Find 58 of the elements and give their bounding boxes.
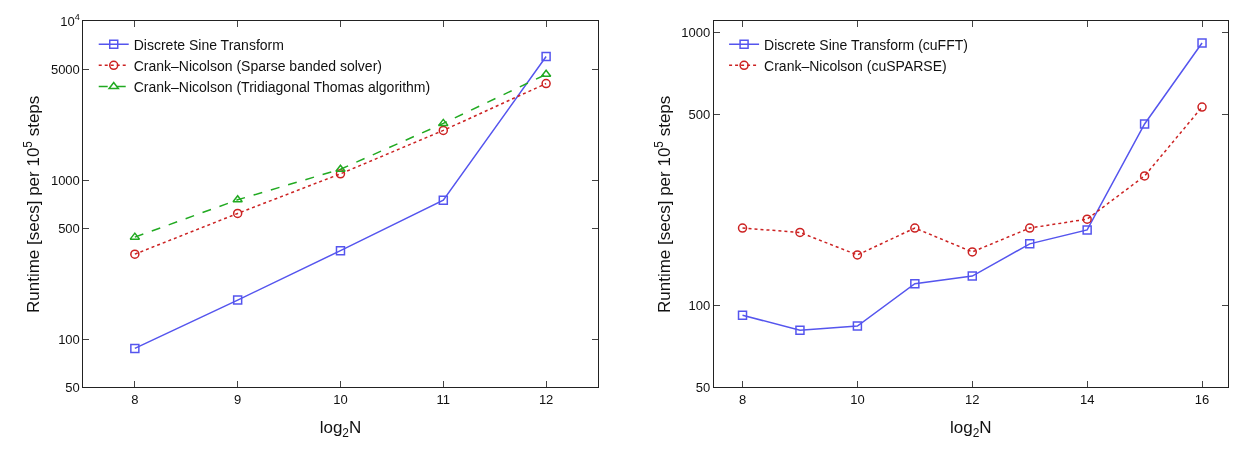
legend-label: Crank–Nicolson (Tridiagonal Thomas algorithm) [133,79,431,95]
y-tick-label: 500 [688,107,711,123]
point [232,295,243,305]
y-tick-label: 1000 [681,25,711,41]
point [335,164,346,172]
legend-label: Crank–Nicolson (Sparse banded solver) [133,57,382,74]
point [737,223,748,233]
point [852,250,863,260]
legend-label: Discrete Sine Transform [133,36,284,53]
point [540,69,552,78]
x-axis-title: log$_{2}$N [950,418,992,441]
point [232,208,243,219]
point [852,321,863,331]
x-tick-label: 8 [131,392,139,408]
y-tick-label: 10$^{4}$ [60,12,80,29]
x-tick-label: 10 [850,392,865,408]
y-tick-label: 5000 [50,61,80,77]
point [541,78,551,89]
x-tick-label: 11 [436,392,451,408]
x-tick-label: 12 [538,392,554,408]
legend-label: Crank–Nicolson (cuSPARSE) [764,57,947,74]
point [335,169,346,179]
point [438,125,449,136]
y-tick-label: 500 [58,220,80,236]
point [910,278,920,289]
point [1024,239,1035,249]
x-tick-label: 14 [1079,392,1095,408]
point [1024,223,1035,233]
y-tick-label: 50 [695,380,711,396]
point [130,249,140,259]
point [438,195,449,206]
point [335,245,346,256]
point [1197,38,1207,48]
point [910,223,920,233]
point [1139,171,1150,181]
x-axis-title: log$_{2}$N [319,418,362,441]
legend-label: Discrete Sine Transform (cuFFT) [764,36,968,53]
point [967,247,978,257]
point [1082,225,1092,235]
y-tick-label: 100 [58,332,80,348]
x-tick-label: 16 [1194,392,1210,408]
x-tick-label: 8 [738,392,747,408]
point [795,325,805,336]
y-tick-label: 100 [688,297,711,313]
x-tick-label: 10 [333,392,348,408]
point [737,310,748,320]
x-tick-label: 9 [234,392,242,408]
point [795,227,805,238]
point [1082,214,1092,224]
point [541,51,551,62]
y-tick-label: 1000 [50,172,80,188]
point [437,118,449,127]
point [1139,119,1150,129]
point [967,271,978,281]
point [1197,102,1207,112]
x-tick-label: 12 [965,392,980,408]
y-tick-label: 50 [65,380,80,396]
point [130,343,140,354]
